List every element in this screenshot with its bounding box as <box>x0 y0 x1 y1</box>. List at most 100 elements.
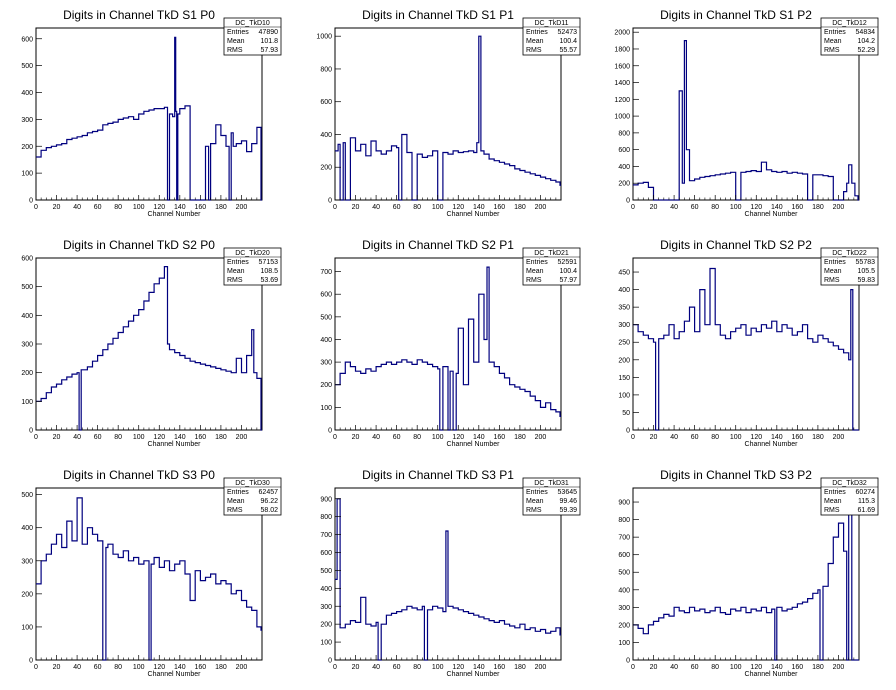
y-tick-label: 900 <box>618 500 630 507</box>
stats-label: Entries <box>824 489 846 496</box>
stats-label: RMS <box>526 507 542 514</box>
chart-title: Digits in Channel TkD S1 P1 <box>362 8 514 22</box>
y-tick-label: 50 <box>622 410 630 417</box>
x-tick-label: 140 <box>771 664 783 671</box>
chart-title: Digits in Channel TkD S2 P1 <box>362 238 514 252</box>
stats-name: DC_TkD22 <box>832 250 867 257</box>
y-tick-label: 100 <box>320 405 332 412</box>
stats-label: Mean <box>824 38 842 45</box>
y-tick-label: 0 <box>29 658 33 665</box>
y-tick-label: 400 <box>618 164 630 171</box>
x-tick-label: 20 <box>53 434 61 441</box>
chart-title: Digits in Channel TkD S3 P0 <box>63 468 215 482</box>
x-tick-label: 200 <box>236 434 248 441</box>
stats-value: 96.22 <box>260 498 278 505</box>
stats-label: RMS <box>824 507 840 514</box>
x-tick-label: 160 <box>494 434 506 441</box>
stats-name: DC_TkD30 <box>235 480 270 487</box>
x-tick-label: 20 <box>650 204 658 211</box>
y-tick-label: 1200 <box>614 97 630 104</box>
stats-value: 100.4 <box>559 38 577 45</box>
x-tick-label: 80 <box>711 434 719 441</box>
x-tick-label: 0 <box>333 434 337 441</box>
y-tick-label: 1800 <box>614 46 630 53</box>
data-series-line <box>335 35 561 201</box>
y-tick-label: 250 <box>618 340 630 347</box>
x-tick-label: 120 <box>452 204 464 211</box>
x-axis-label: Channel Number <box>447 671 501 678</box>
stats-label: RMS <box>526 47 542 54</box>
y-tick-label: 400 <box>21 313 33 320</box>
chart-title: Digits in Channel TkD S2 P0 <box>63 238 215 252</box>
stats-value: 57.93 <box>260 47 278 54</box>
data-series-line <box>633 267 859 431</box>
x-tick-label: 140 <box>174 434 186 441</box>
x-axis-label: Channel Number <box>447 211 501 218</box>
x-tick-label: 180 <box>812 664 824 671</box>
stats-label: Mean <box>526 268 544 275</box>
stats-value: 61.69 <box>857 507 875 514</box>
y-tick-label: 600 <box>320 550 332 557</box>
x-tick-label: 80 <box>114 204 122 211</box>
x-tick-label: 20 <box>53 204 61 211</box>
stats-value: 108.5 <box>260 268 278 275</box>
x-tick-label: 200 <box>833 204 845 211</box>
y-tick-label: 450 <box>618 270 630 277</box>
stats-value: 62457 <box>259 489 279 496</box>
x-tick-label: 200 <box>535 664 547 671</box>
x-tick-label: 60 <box>393 664 401 671</box>
x-tick-label: 80 <box>413 434 421 441</box>
x-axis-label: Channel Number <box>745 211 799 218</box>
stats-box <box>223 17 282 56</box>
x-tick-label: 60 <box>94 664 102 671</box>
x-tick-label: 120 <box>452 664 464 671</box>
y-tick-label: 1600 <box>614 63 630 70</box>
y-tick-label: 400 <box>320 586 332 593</box>
y-tick-label: 0 <box>626 658 630 665</box>
x-tick-label: 20 <box>53 664 61 671</box>
y-tick-label: 300 <box>21 342 33 349</box>
data-series-line <box>36 36 262 201</box>
y-tick-label: 500 <box>618 570 630 577</box>
stats-label: Entries <box>227 489 249 496</box>
y-tick-label: 1000 <box>316 34 332 41</box>
x-tick-label: 160 <box>195 204 207 211</box>
stats-label: RMS <box>824 277 840 284</box>
y-tick-label: 100 <box>21 171 33 178</box>
y-tick-label: 900 <box>320 496 332 503</box>
x-tick-label: 180 <box>514 434 526 441</box>
y-tick-label: 500 <box>320 568 332 575</box>
y-tick-label: 400 <box>618 587 630 594</box>
chart-title: Digits in Channel TkD S2 P2 <box>660 238 812 252</box>
x-tick-label: 60 <box>94 204 102 211</box>
x-tick-label: 160 <box>494 664 506 671</box>
x-tick-label: 100 <box>432 664 444 671</box>
y-tick-label: 200 <box>21 591 33 598</box>
stats-label: Entries <box>526 259 548 266</box>
y-tick-label: 400 <box>320 337 332 344</box>
x-tick-label: 0 <box>34 204 38 211</box>
y-tick-label: 200 <box>320 382 332 389</box>
x-tick-label: 140 <box>771 434 783 441</box>
x-axis-label: Channel Number <box>148 211 202 218</box>
y-tick-label: 600 <box>320 292 332 299</box>
histogram-panel: Digits in Channel TkD S3 P2 0 20 40 60 80 100 1… <box>618 468 879 678</box>
stats-label: RMS <box>526 277 542 284</box>
stats-label: Mean <box>526 38 544 45</box>
y-tick-label: 1000 <box>614 114 630 121</box>
stats-name: DC_TkD32 <box>832 480 867 487</box>
y-tick-label: 300 <box>21 558 33 565</box>
y-tick-label: 700 <box>320 269 332 276</box>
x-tick-label: 140 <box>174 204 186 211</box>
x-tick-label: 20 <box>352 204 360 211</box>
x-tick-label: 180 <box>215 204 227 211</box>
x-axis-label: Channel Number <box>447 441 501 448</box>
y-tick-label: 200 <box>618 181 630 188</box>
histogram-panel: Digits in Channel TkD S2 P2 0 20 40 60 80 100 1… <box>618 238 879 448</box>
histogram-panel: Digits in Channel TkD S1 P0 0 20 40 60 80 100 1… <box>21 8 282 218</box>
x-tick-label: 0 <box>631 204 635 211</box>
x-tick-label: 160 <box>195 664 207 671</box>
stats-name: DC_TkD10 <box>235 20 270 27</box>
y-tick-label: 1400 <box>614 80 630 87</box>
